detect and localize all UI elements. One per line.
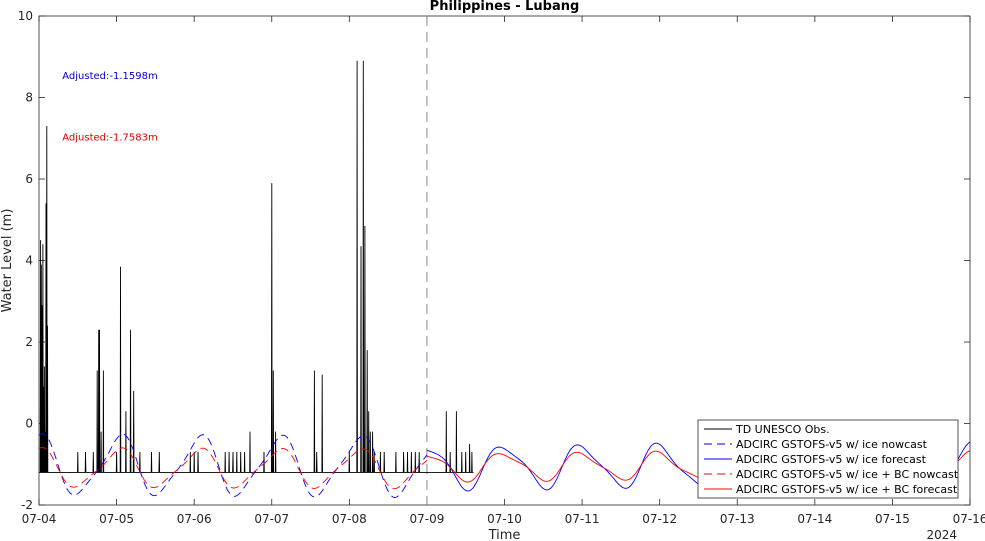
legend-label-4: ADCIRC GSTOFS-v5 w/ ice + BC nowcast [736,468,959,481]
y-tick-label: 8 [25,91,33,105]
y-tick-label: 2 [25,335,33,349]
x-axis-label: Time [488,528,521,541]
legend-box [697,419,959,499]
x-tick-label: 07-08 [332,512,367,526]
legend: TD UNESCO Obs. ADCIRC GSTOFS-v5 w/ ice no… [697,419,959,499]
x-tick-label: 07-16 [953,512,985,526]
x-tick-label: 07-05 [99,512,134,526]
adjusted-annotation-2: Adjusted:-1.7583m [62,132,157,143]
x-tick-label: 07-04 [22,512,57,526]
year-label: 2024 [926,528,957,541]
y-tick-label: -2 [21,498,33,512]
x-tick-label: 07-12 [642,512,677,526]
x-tick-label: 07-11 [565,512,600,526]
legend-label-2: ADCIRC GSTOFS-v5 w/ ice nowcast [736,438,928,451]
adjusted-annotation-1: Adjusted:-1.1598m [62,71,157,82]
y-tick-label: 10 [18,9,33,23]
legend-label-1: TD UNESCO Obs. [735,423,830,436]
legend-label-3: ADCIRC GSTOFS-v5 w/ ice forecast [736,453,927,466]
x-tick-label: 07-07 [254,512,289,526]
y-tick-label: 4 [25,254,33,268]
y-tick-label: 0 [25,417,33,431]
series-line-4 [39,447,428,490]
x-tick-label: 07-14 [797,512,832,526]
series-line-2 [39,433,428,498]
x-tick-label: 07-13 [720,512,755,526]
x-tick-label: 07-15 [875,512,910,526]
chart-title: Philippines - Lubang [430,0,580,14]
x-tick-label: 07-10 [487,512,522,526]
y-axis-label: Water Level (m) [0,209,15,313]
annotations: Adjusted:-1.1598m Adjusted:-1.7583m [62,71,157,143]
y-tick-label: 6 [25,172,33,186]
x-tick-label: 07-06 [177,512,212,526]
series-line-1 [39,60,474,473]
legend-label-5: ADCIRC GSTOFS-v5 w/ ice + BC forecast [736,483,958,496]
axes-ticks: 07-04 07-05 07-06 07-07 07-08 07-09 07-10 07-11… [18,9,985,526]
x-tick-label: 07-09 [409,512,444,526]
